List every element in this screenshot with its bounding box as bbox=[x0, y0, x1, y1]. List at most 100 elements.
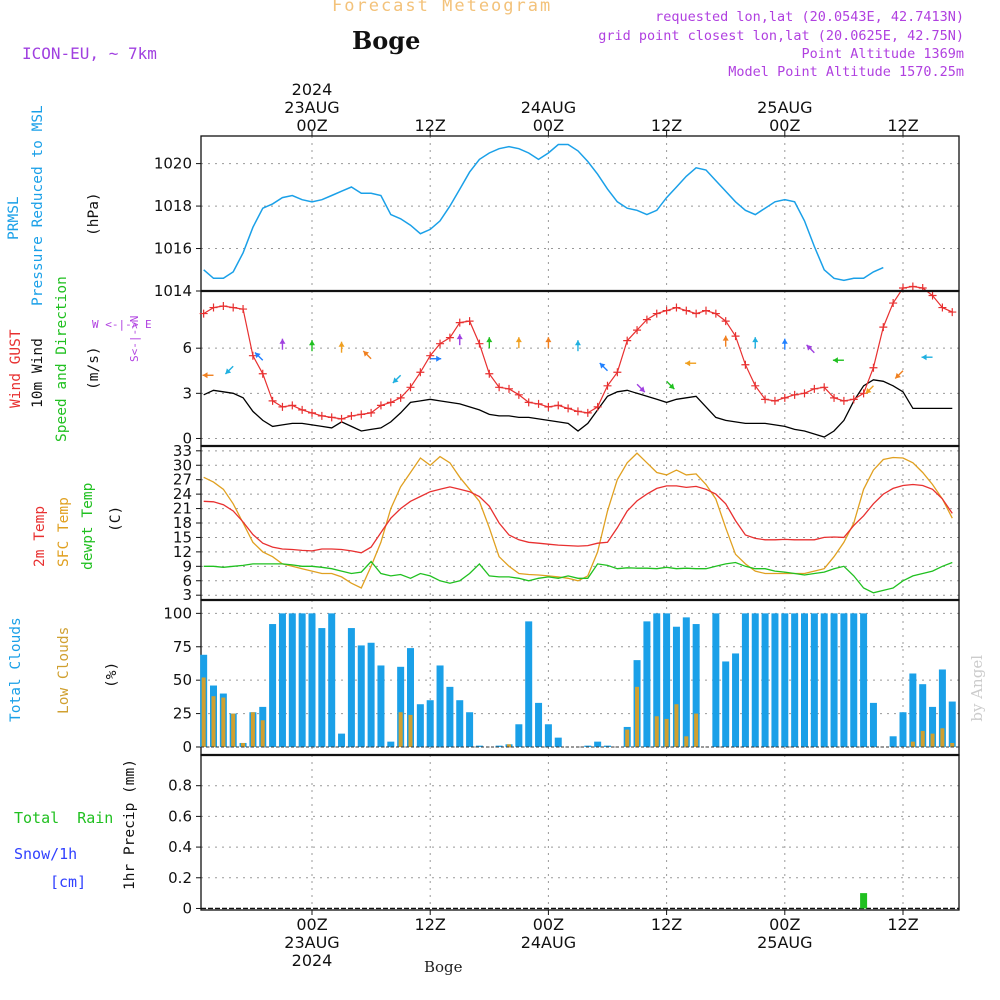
gust-marker bbox=[751, 381, 760, 390]
gust-marker bbox=[308, 408, 316, 417]
gust-marker bbox=[672, 303, 681, 312]
prmsl-line bbox=[203, 143, 884, 282]
wind-arrow-head bbox=[599, 362, 606, 369]
temp-ytick-label: 27 bbox=[173, 471, 192, 489]
total-cloud-bar bbox=[712, 613, 720, 747]
time-label-bottom: 00Z bbox=[533, 915, 564, 934]
wind-arrow-head bbox=[436, 355, 442, 362]
total-cloud-bar bbox=[535, 702, 543, 747]
total-cloud-bar bbox=[860, 613, 868, 747]
gust-marker bbox=[721, 317, 730, 326]
total-cloud-bar bbox=[278, 613, 286, 747]
gust-marker bbox=[889, 299, 898, 308]
total-cloud-bar bbox=[604, 745, 611, 747]
wind-arrow-head bbox=[806, 344, 813, 351]
time-label-top: 12Z bbox=[887, 116, 918, 135]
gust-marker bbox=[436, 339, 445, 348]
gust-marker bbox=[475, 339, 484, 348]
gust-marker bbox=[239, 305, 248, 314]
footer-station: Boge bbox=[424, 958, 463, 976]
low-cloud-bar bbox=[241, 742, 246, 747]
total-cloud-bar bbox=[899, 712, 907, 747]
clouds-ytick-label: 50 bbox=[173, 671, 192, 689]
gust-marker bbox=[603, 381, 612, 390]
wind-direction-arrow bbox=[456, 334, 463, 346]
gust-marker bbox=[288, 401, 297, 410]
total-cloud-bar bbox=[328, 613, 336, 747]
total-cloud-bar bbox=[298, 613, 306, 747]
wind-direction-arrow bbox=[832, 357, 844, 364]
total-cloud-bar bbox=[544, 724, 552, 747]
wind-arrow-head bbox=[254, 352, 261, 359]
gust-marker bbox=[633, 326, 642, 335]
total-cloud-bar bbox=[791, 613, 799, 747]
time-label-bottom: 00Z bbox=[296, 915, 327, 934]
time-label-bottom: 12Z bbox=[651, 915, 682, 934]
gust-marker bbox=[583, 408, 592, 417]
gust-marker bbox=[298, 405, 307, 414]
time-label-top: 00Z bbox=[769, 116, 800, 135]
total-cloud-bar bbox=[584, 745, 592, 747]
gust-marker bbox=[928, 291, 937, 300]
sfc-temp-line bbox=[203, 452, 953, 589]
wind-direction-arrow bbox=[392, 374, 402, 384]
wind-direction-arrow bbox=[254, 351, 264, 361]
temp-ytick-label: 3 bbox=[182, 586, 192, 604]
gust-marker bbox=[209, 303, 218, 312]
gust-marker bbox=[347, 411, 356, 420]
wind-arrow-head bbox=[392, 377, 399, 384]
total-cloud-bar bbox=[869, 702, 877, 747]
gust-marker bbox=[662, 306, 671, 315]
gust-marker bbox=[376, 401, 385, 410]
prmsl-ytick-label: 1020 bbox=[154, 155, 192, 173]
low-cloud-bar bbox=[625, 729, 630, 747]
precip-ytick-label: 0.2 bbox=[168, 869, 192, 887]
gust-marker bbox=[485, 369, 494, 378]
total-cloud-bar bbox=[269, 624, 277, 747]
total-cloud-bar bbox=[466, 712, 474, 747]
temp-ytick-label: 21 bbox=[173, 500, 192, 518]
gust-marker bbox=[839, 396, 848, 405]
time-label-bottom: 25AUG bbox=[757, 933, 812, 952]
gust-marker bbox=[564, 404, 573, 413]
low-cloud-bar bbox=[211, 696, 216, 747]
gust-marker bbox=[554, 401, 563, 410]
gust-marker bbox=[731, 332, 740, 341]
temp-ytick-label: 33 bbox=[173, 442, 192, 460]
gust-marker bbox=[770, 396, 779, 405]
wind-direction-arrow bbox=[666, 380, 675, 390]
low-cloud-bar bbox=[260, 720, 265, 747]
wind-arrow-head bbox=[456, 334, 463, 340]
gust-marker bbox=[524, 398, 533, 407]
low-cloud-bar bbox=[950, 742, 955, 747]
total-cloud-bar bbox=[938, 669, 946, 747]
wind-arrow-head bbox=[722, 335, 729, 341]
gust-marker bbox=[642, 315, 651, 324]
total-cloud-bar bbox=[653, 613, 661, 747]
total-cloud-bar bbox=[672, 626, 680, 747]
wind-direction-arrow bbox=[636, 383, 646, 393]
wind-arrow-head bbox=[752, 337, 759, 343]
low-cloud-bar bbox=[664, 718, 669, 747]
gust-marker bbox=[367, 408, 376, 417]
total-cloud-bar bbox=[495, 745, 503, 747]
gust-marker bbox=[248, 351, 257, 360]
gust-marker bbox=[652, 309, 661, 318]
total-cloud-bar bbox=[436, 665, 444, 747]
wind-direction-arrow bbox=[722, 335, 729, 347]
prmsl-ytick-label: 1014 bbox=[154, 282, 192, 300]
gust-marker bbox=[623, 336, 632, 345]
gust-marker bbox=[416, 368, 425, 377]
gust-marker bbox=[268, 396, 277, 405]
wind-direction-arrow bbox=[224, 365, 234, 375]
total-cloud-bar bbox=[357, 645, 365, 747]
low-cloud-bar bbox=[507, 744, 511, 747]
prmsl-frame bbox=[200, 135, 960, 292]
gust-marker bbox=[445, 333, 454, 342]
total-cloud-bar bbox=[397, 666, 405, 747]
temp-ytick-label: 30 bbox=[173, 456, 192, 474]
wind-frame bbox=[200, 290, 960, 447]
wind-direction-arrow bbox=[599, 362, 608, 372]
time-label-top: 23AUG bbox=[284, 98, 339, 117]
